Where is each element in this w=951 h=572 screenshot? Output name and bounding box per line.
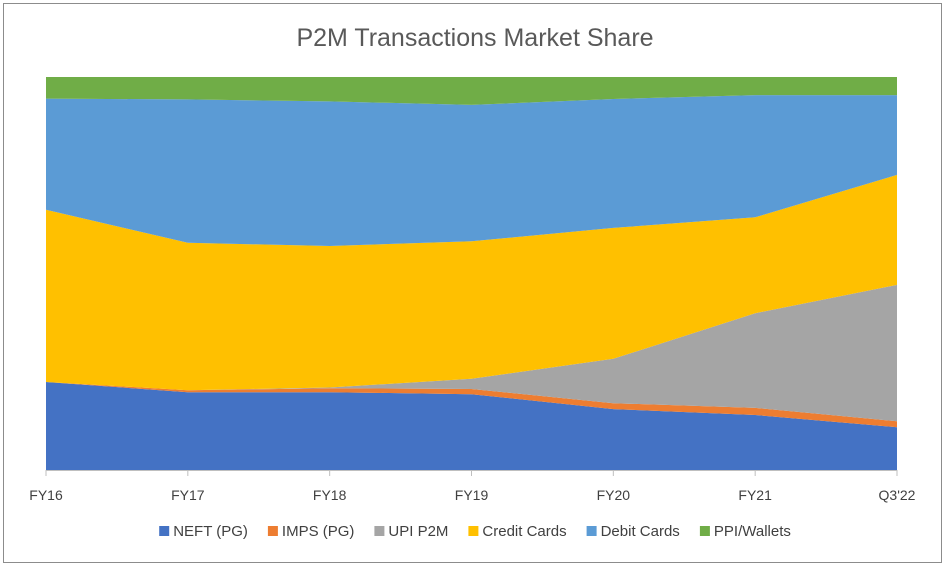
- legend-item-imps-pg: IMPS (PG): [267, 523, 355, 540]
- x-tick-label: Q3'22: [879, 487, 916, 503]
- legend-swatch: [159, 526, 170, 536]
- legend-item-debit-cards: Debit Cards: [586, 523, 680, 540]
- legend-item-credit-cards: Credit Cards: [468, 523, 567, 540]
- legend-swatch: [468, 526, 479, 536]
- legend-swatch: [267, 526, 278, 536]
- x-tick-label: FY20: [597, 487, 631, 503]
- x-tick-label: FY17: [171, 487, 205, 503]
- x-tick-label: FY19: [455, 487, 489, 503]
- legend-label: PPI/Wallets: [714, 523, 791, 540]
- x-tick-label: FY21: [738, 487, 772, 503]
- area-credit-cards: [46, 174, 897, 391]
- area-debit-cards: [46, 95, 897, 246]
- chart-title: P2M Transactions Market Share: [296, 24, 653, 52]
- legend-item-ppi-wallets: PPI/Wallets: [699, 523, 791, 540]
- x-axis: FY16 FY17 FY18 FY19 FY20 FY21 Q3'22: [29, 470, 916, 503]
- legend-label: UPI P2M: [388, 523, 448, 540]
- legend-swatch: [699, 526, 710, 536]
- legend-label: IMPS (PG): [282, 523, 355, 540]
- legend: NEFT (PG) IMPS (PG) UPI P2M Credit Cards Deb…: [159, 523, 791, 540]
- area-series-group: [46, 77, 897, 470]
- legend-swatch: [374, 526, 385, 536]
- legend-label: NEFT (PG): [173, 523, 248, 540]
- area-neft-pg: [46, 382, 897, 470]
- area-ppi-wallets: [46, 77, 897, 105]
- x-tick-label: FY16: [29, 487, 63, 503]
- legend-swatch: [586, 526, 597, 536]
- x-tick-label: FY18: [313, 487, 347, 503]
- area-upi-p2m: [46, 284, 897, 422]
- area-imps-pg: [46, 382, 897, 428]
- legend-label: Credit Cards: [482, 523, 566, 540]
- legend-item-neft-pg: NEFT (PG): [159, 523, 248, 540]
- legend-item-upi-p2m: UPI P2M: [374, 523, 448, 540]
- legend-label: Debit Cards: [601, 523, 680, 540]
